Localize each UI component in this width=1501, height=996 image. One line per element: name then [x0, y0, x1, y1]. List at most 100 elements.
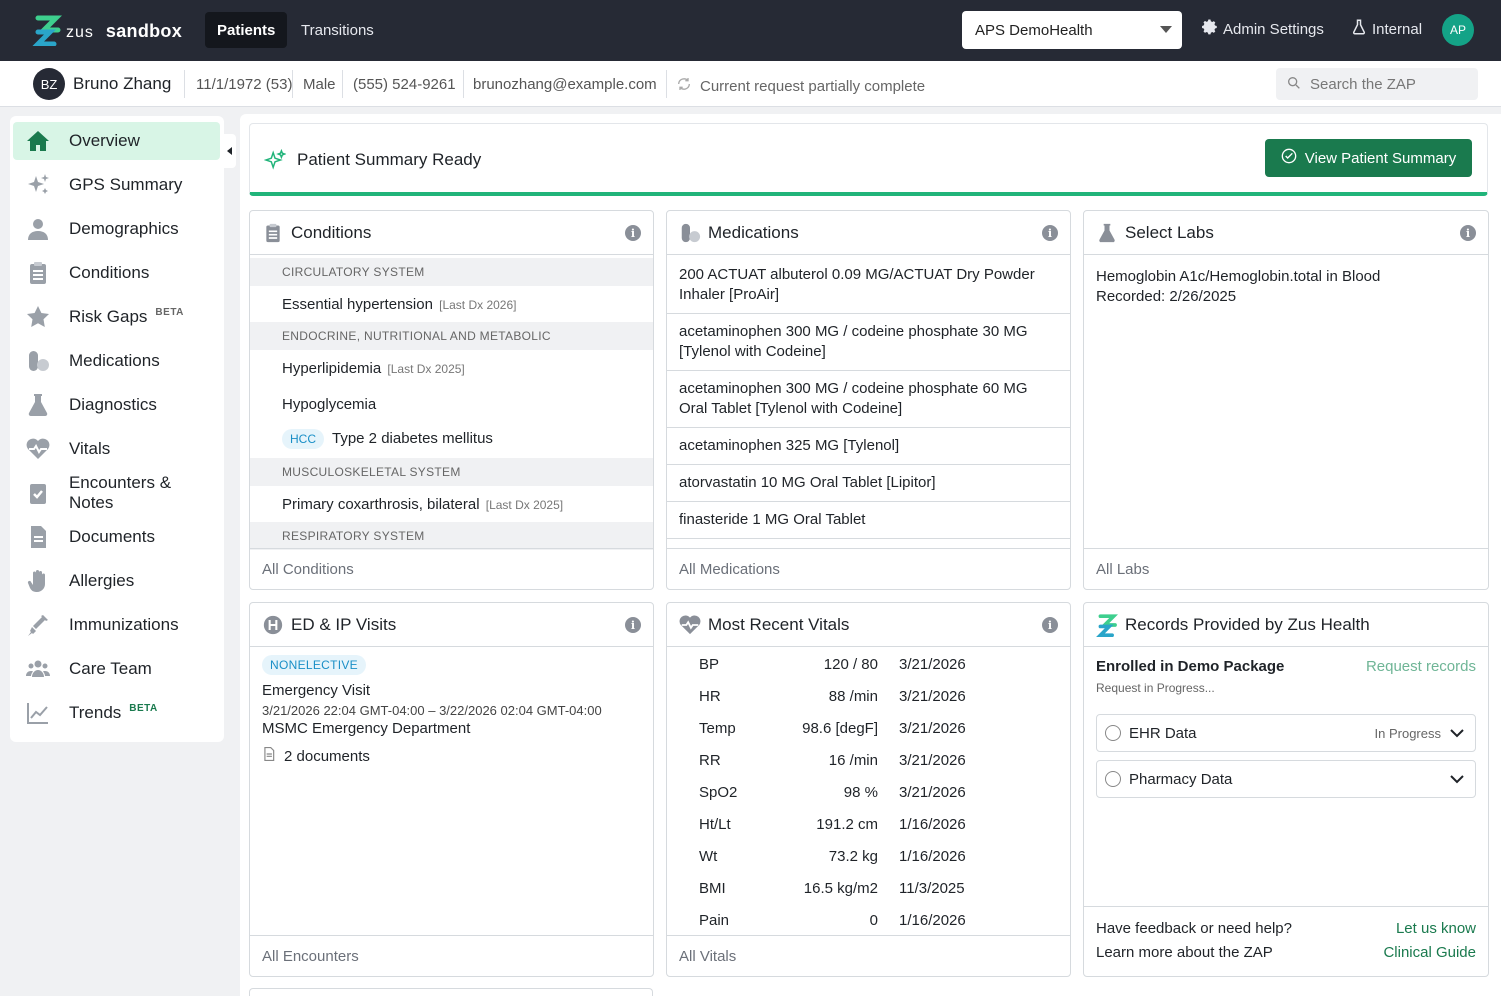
condition-row[interactable]: Hypoglycemia — [282, 396, 376, 413]
user-avatar[interactable]: AP — [1442, 14, 1474, 46]
visit-documents-link[interactable]: 2 documents — [262, 746, 370, 766]
flask-icon — [25, 392, 51, 418]
vital-row: HR 88 /min 3/21/2026 — [667, 688, 1070, 708]
condition-name: Hypoglycemia — [282, 396, 377, 413]
info-icon[interactable]: i — [1460, 225, 1476, 241]
tab-patients[interactable]: Patients — [205, 12, 288, 48]
beta-badge: BETA — [129, 702, 158, 714]
patient-sex: Male — [303, 76, 336, 93]
pill-icon — [25, 348, 51, 374]
sidebar-item-demographics[interactable]: Demographics — [13, 210, 220, 248]
all-medications-link[interactable]: All Medications — [667, 548, 1070, 589]
brand-zus: zus — [66, 24, 94, 41]
medication-row[interactable]: acetaminophen 300 MG / codeine phosphate… — [667, 371, 1070, 428]
ehr-data-item[interactable]: EHR Data In Progress — [1096, 714, 1476, 752]
condition-row[interactable]: Essential hypertension [Last Dx 2026] — [282, 296, 517, 313]
condition-row[interactable]: Primary coxarthrosis, bilateral [Last Dx… — [282, 496, 563, 513]
admin-settings-label: Admin Settings — [1223, 20, 1324, 38]
sidebar-item-care-team[interactable]: Care Team — [13, 650, 220, 688]
vital-row: BMI 16.5 kg/m2 11/3/2025 — [667, 880, 1070, 900]
sidebar-item-label: Vitals — [69, 439, 111, 458]
visit-title[interactable]: Emergency Visit — [262, 682, 371, 699]
sidebar-item-label: Allergies — [69, 571, 135, 590]
beta-badge: BETA — [155, 306, 184, 318]
request-records-link[interactable]: Request records — [1365, 658, 1476, 675]
check-circle-icon — [1281, 148, 1297, 168]
info-icon[interactable]: i — [625, 617, 641, 633]
condition-row[interactable]: Hyperlipidemia [Last Dx 2025] — [282, 360, 465, 377]
card-title: Medications — [708, 222, 799, 242]
vital-name: BP — [699, 656, 720, 673]
sidebar-item-allergies[interactable]: Allergies — [13, 562, 220, 600]
syringe-icon — [25, 612, 51, 638]
vital-name: Wt — [699, 848, 718, 865]
sidebar-item-encounters[interactable]: Encounters & Notes — [13, 473, 220, 512]
vital-name: Temp — [699, 720, 736, 737]
pharmacy-data-item[interactable]: Pharmacy Data — [1096, 760, 1476, 798]
info-icon[interactable]: i — [1042, 225, 1058, 241]
tab-transitions[interactable]: Transitions — [301, 21, 374, 39]
sidebar-item-risk-gaps[interactable]: Risk Gaps BETA — [13, 298, 220, 336]
all-encounters-link[interactable]: All Encounters — [250, 935, 653, 976]
vital-value: 98.6 [degF] — [802, 720, 878, 737]
pill-icon — [679, 222, 701, 244]
medication-row[interactable]: atorvastatin 10 MG Oral Tablet [Lipitor] — [667, 465, 1070, 502]
sidebar-item-label: Documents — [69, 527, 155, 546]
info-icon[interactable]: i — [625, 225, 641, 241]
refresh-icon — [676, 76, 692, 96]
internal-link[interactable]: Internal — [1350, 18, 1422, 40]
sidebar-item-gps-summary[interactable]: GPS Summary — [13, 166, 220, 204]
lab-result[interactable]: Hemoglobin A1c/Hemoglobin.total in Blood… — [1096, 267, 1380, 307]
all-vitals-link[interactable]: All Vitals — [667, 935, 1070, 976]
let-us-know-link[interactable]: Let us know — [1395, 920, 1476, 937]
clinical-guide-link[interactable]: Clinical Guide — [1383, 944, 1476, 961]
patient-name: Bruno Zhang — [73, 74, 172, 93]
sidebar-item-vitals[interactable]: Vitals — [13, 430, 220, 468]
card-header: Select Labs i — [1084, 211, 1488, 255]
sidebar-item-label: Demographics — [69, 219, 179, 238]
record-label: EHR Data — [1129, 724, 1197, 742]
clipboard-icon — [25, 260, 51, 286]
admin-settings-link[interactable]: Admin Settings — [1201, 18, 1324, 40]
sidebar-item-conditions[interactable]: Conditions — [13, 254, 220, 292]
condition-name: Essential hypertension — [282, 296, 433, 313]
vital-name: Pain — [699, 912, 730, 929]
vital-row: RR 16 /min 3/21/2026 — [667, 752, 1070, 772]
all-labs-link[interactable]: All Labs — [1084, 548, 1488, 589]
sidebar-item-immunizations[interactable]: Immunizations — [13, 606, 220, 644]
divider — [342, 70, 343, 98]
sidebar-item-label: Care Team — [69, 659, 152, 678]
sidebar-item-label: Conditions — [69, 263, 150, 282]
vital-value: 73.2 kg — [828, 848, 878, 865]
medication-row[interactable]: finasteride 1 MG Oral Tablet — [667, 502, 1070, 539]
sidebar-item-label: Overview — [69, 131, 140, 150]
sidebar-item-label: Diagnostics — [69, 395, 157, 414]
person-icon — [25, 216, 51, 242]
zap-search[interactable] — [1276, 68, 1478, 100]
sidebar-item-overview[interactable]: Overview — [13, 122, 220, 160]
collapse-sidebar-button[interactable] — [224, 134, 236, 168]
info-icon[interactable]: i — [1042, 617, 1058, 633]
medication-row[interactable]: acetaminophen 325 MG [Tylenol] — [667, 428, 1070, 465]
all-conditions-link[interactable]: All Conditions — [250, 548, 653, 589]
zus-logo[interactable]: zus sandbox — [31, 14, 182, 47]
sidebar-item-diagnostics[interactable]: Diagnostics — [13, 386, 220, 424]
org-select[interactable]: APS DemoHealth — [962, 11, 1182, 49]
sidebar-item-medications[interactable]: Medications — [13, 342, 220, 380]
view-patient-summary-button[interactable]: View Patient Summary — [1265, 139, 1472, 177]
conditions-card: Conditions i CIRCULATORY SYSTEM Essentia… — [249, 210, 654, 590]
check-circle-icon — [1105, 771, 1121, 787]
last-dx: [Last Dx 2026] — [439, 298, 517, 312]
condition-row[interactable]: HCC Type 2 diabetes mellitus — [282, 429, 493, 449]
medication-row[interactable]: 200 ACTUAT albuterol 0.09 MG/ACTUAT Dry … — [667, 257, 1070, 314]
sidebar-item-documents[interactable]: Documents — [13, 518, 220, 556]
vital-value: 120 / 80 — [823, 656, 878, 673]
gear-icon — [1201, 18, 1219, 40]
zus-logo-icon — [1096, 613, 1118, 637]
sidebar-item-label: Encounters & Notes — [68, 473, 172, 512]
vital-value: 191.2 cm — [816, 816, 878, 833]
search-input[interactable] — [1310, 75, 1470, 93]
medication-row[interactable]: acetaminophen 300 MG / codeine phosphate… — [667, 314, 1070, 371]
sidebar-item-trends[interactable]: Trends BETA — [13, 694, 220, 732]
vital-date: 11/3/2025 — [899, 880, 965, 897]
